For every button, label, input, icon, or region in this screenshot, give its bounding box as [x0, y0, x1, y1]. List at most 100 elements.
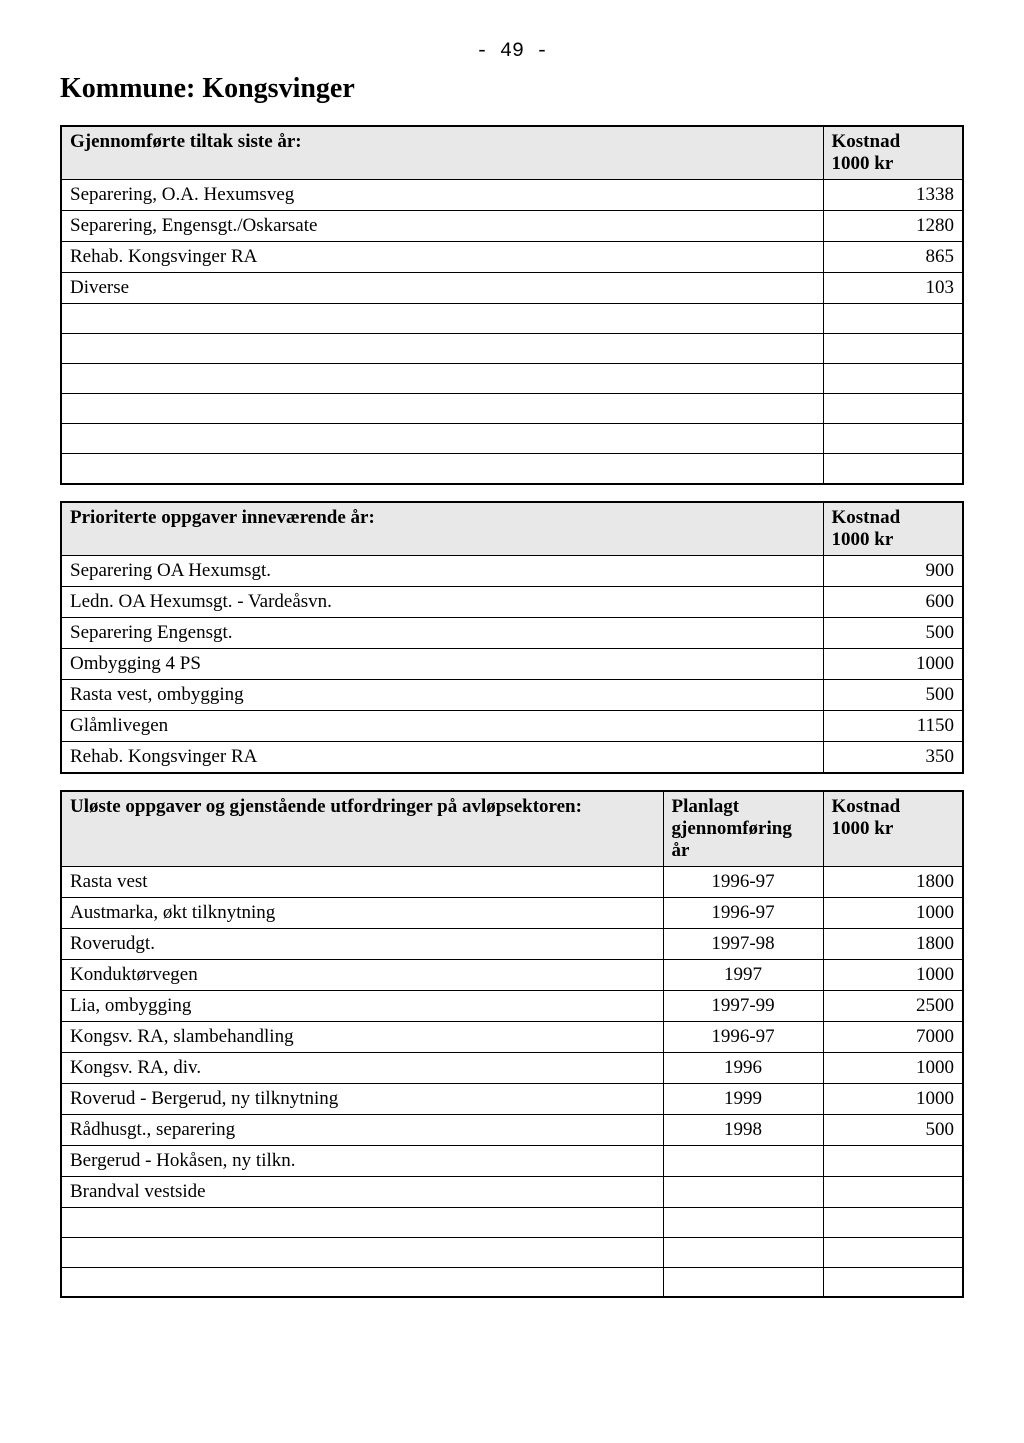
- table-header-row: Uløste oppgaver og gjenstående utfordrin…: [61, 791, 963, 867]
- cell-label: Roverud - Bergerud, ny tilknytning: [61, 1083, 663, 1114]
- cell-cost: 500: [823, 679, 963, 710]
- table-tiltak: Gjennomførte tiltak siste år: Kostnad 10…: [60, 125, 964, 485]
- table-row: Rasta vest, ombygging500: [61, 679, 963, 710]
- cell-label: [61, 1237, 663, 1267]
- cell-year: [663, 1267, 823, 1297]
- cell-label: Roverudgt.: [61, 928, 663, 959]
- cell-cost: [823, 454, 963, 484]
- cell-cost: 500: [823, 617, 963, 648]
- table-row: Kongsv. RA, slambehandling1996-977000: [61, 1021, 963, 1052]
- cell-label: Bergerud - Hokåsen, ny tilkn.: [61, 1145, 663, 1176]
- cell-year: 1996-97: [663, 897, 823, 928]
- cell-label: Diverse: [61, 273, 823, 304]
- table-row: Ombygging 4 PS1000: [61, 648, 963, 679]
- cell-cost: [823, 364, 963, 394]
- cell-cost: 1800: [823, 928, 963, 959]
- table-row: Lia, ombygging1997-992500: [61, 990, 963, 1021]
- table-row: Separering Engensgt.500: [61, 617, 963, 648]
- table-row: Austmarka, økt tilknytning1996-971000: [61, 897, 963, 928]
- cell-year: [663, 1207, 823, 1237]
- cell-year: 1997: [663, 959, 823, 990]
- table-row: [61, 304, 963, 334]
- cell-cost: 1800: [823, 866, 963, 897]
- cell-cost: [823, 424, 963, 454]
- cell-cost: 1280: [823, 211, 963, 242]
- header-label: Gjennomførte tiltak siste år:: [61, 126, 823, 180]
- cell-year: [663, 1237, 823, 1267]
- table-row: Rehab. Kongsvinger RA865: [61, 242, 963, 273]
- cell-year: 1996-97: [663, 1021, 823, 1052]
- cell-year: 1996-97: [663, 866, 823, 897]
- header-year: Planlagt gjennomføring år: [663, 791, 823, 867]
- cell-cost: [823, 334, 963, 364]
- cell-label: Rådhusgt., separering: [61, 1114, 663, 1145]
- cell-label: [61, 304, 823, 334]
- cell-label: Rasta vest: [61, 866, 663, 897]
- cell-label: [61, 1267, 663, 1297]
- header-cost: Kostnad 1000 kr: [823, 502, 963, 556]
- cell-cost: [823, 1237, 963, 1267]
- cell-year: 1997-99: [663, 990, 823, 1021]
- table-row: [61, 1237, 963, 1267]
- cell-label: Rehab. Kongsvinger RA: [61, 242, 823, 273]
- table-row: Kongsv. RA, div.19961000: [61, 1052, 963, 1083]
- cell-cost: 1000: [823, 1052, 963, 1083]
- table-row: Glåmlivegen1150: [61, 710, 963, 741]
- table-uloste: Uløste oppgaver og gjenstående utfordrin…: [60, 790, 964, 1299]
- cell-cost: 350: [823, 741, 963, 773]
- cell-cost: [823, 1176, 963, 1207]
- cell-cost: 1000: [823, 959, 963, 990]
- table-row: [61, 394, 963, 424]
- table-row: Rasta vest1996-971800: [61, 866, 963, 897]
- header-cost: Kostnad 1000 kr: [823, 126, 963, 180]
- table-row: [61, 334, 963, 364]
- cell-label: Separering Engensgt.: [61, 617, 823, 648]
- header-cost: Kostnad 1000 kr: [823, 791, 963, 867]
- cell-year: 1996: [663, 1052, 823, 1083]
- table-row: Diverse103: [61, 273, 963, 304]
- cell-cost: [823, 1207, 963, 1237]
- table-row: Ledn. OA Hexumsgt. - Vardeåsvn.600: [61, 586, 963, 617]
- cell-label: Kongsv. RA, slambehandling: [61, 1021, 663, 1052]
- cell-year: 1999: [663, 1083, 823, 1114]
- cell-cost: 1000: [823, 897, 963, 928]
- cell-label: Rehab. Kongsvinger RA: [61, 741, 823, 773]
- cell-label: Lia, ombygging: [61, 990, 663, 1021]
- cell-year: [663, 1176, 823, 1207]
- table-row: Rådhusgt., separering1998500: [61, 1114, 963, 1145]
- table-row: Separering, Engensgt./Oskarsate1280: [61, 211, 963, 242]
- table-row: [61, 364, 963, 394]
- cell-label: [61, 1207, 663, 1237]
- cell-cost: [823, 1267, 963, 1297]
- page-title: Kommune: Kongsvinger: [60, 73, 964, 105]
- cell-label: [61, 334, 823, 364]
- table-row: Bergerud - Hokåsen, ny tilkn.: [61, 1145, 963, 1176]
- table-row: [61, 424, 963, 454]
- cell-cost: 1000: [823, 648, 963, 679]
- page-number: - 49 -: [60, 40, 964, 63]
- cell-label: Ombygging 4 PS: [61, 648, 823, 679]
- cell-label: [61, 454, 823, 484]
- cell-year: 1998: [663, 1114, 823, 1145]
- cell-label: Austmarka, økt tilknytning: [61, 897, 663, 928]
- cell-cost: 7000: [823, 1021, 963, 1052]
- cell-cost: 1000: [823, 1083, 963, 1114]
- cell-label: Glåmlivegen: [61, 710, 823, 741]
- cell-cost: [823, 394, 963, 424]
- table-row: [61, 1207, 963, 1237]
- cell-label: [61, 364, 823, 394]
- cell-label: Separering, Engensgt./Oskarsate: [61, 211, 823, 242]
- cell-cost: 600: [823, 586, 963, 617]
- cell-cost: 1338: [823, 180, 963, 211]
- cell-label: Ledn. OA Hexumsgt. - Vardeåsvn.: [61, 586, 823, 617]
- table-prioriterte: Prioriterte oppgaver inneværende år: Kos…: [60, 501, 964, 774]
- cell-label: Separering, O.A. Hexumsveg: [61, 180, 823, 211]
- cell-label: [61, 424, 823, 454]
- table-row: [61, 454, 963, 484]
- table-header-row: Gjennomførte tiltak siste år: Kostnad 10…: [61, 126, 963, 180]
- cell-label: Konduktørvegen: [61, 959, 663, 990]
- cell-cost: 865: [823, 242, 963, 273]
- cell-label: Kongsv. RA, div.: [61, 1052, 663, 1083]
- cell-cost: [823, 304, 963, 334]
- cell-label: Brandval vestside: [61, 1176, 663, 1207]
